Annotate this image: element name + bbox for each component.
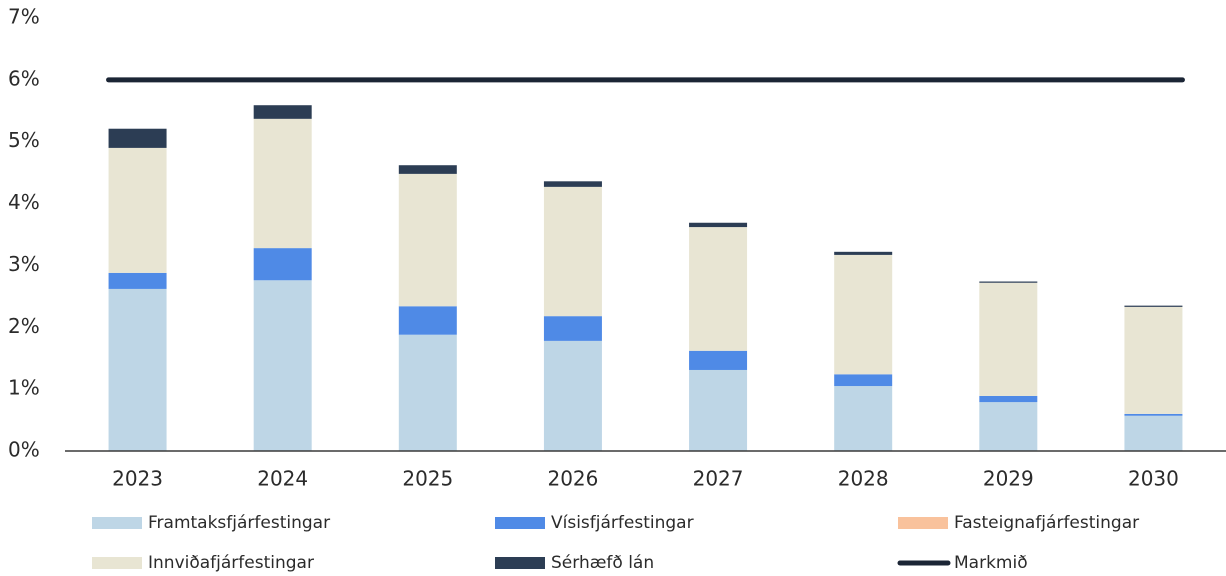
legend-label: Vísisfjárfestingar (551, 513, 694, 533)
bar-segment (979, 395, 1038, 403)
bar-segment (1124, 415, 1183, 451)
legend-label: Sérhæfð lán (551, 553, 654, 573)
x-tick-label: 2026 (547, 467, 598, 491)
bar-segment (398, 334, 457, 451)
legend-label: Fasteignafjárfestingar (954, 513, 1139, 533)
legend-label: Markmið (954, 553, 1028, 573)
y-tick-label: 3% (8, 252, 40, 276)
y-tick-label: 7% (8, 5, 40, 29)
bar-segment (108, 288, 167, 451)
bar-segment (979, 282, 1038, 396)
legend-swatch (495, 557, 545, 569)
bar-segment (398, 306, 457, 335)
bar-segment (834, 386, 893, 451)
legend-swatch (898, 517, 948, 529)
y-tick-label: 4% (8, 190, 40, 214)
bar-segment (689, 222, 748, 228)
legend-swatch (92, 557, 142, 569)
bar-segment (543, 181, 602, 187)
legend-label: Framtaksfjárfestingar (148, 513, 330, 533)
bar-segment (108, 128, 167, 148)
bar-segment (1124, 305, 1183, 307)
x-tick-label: 2024 (257, 467, 308, 491)
bar-segment (253, 118, 312, 249)
bar-segment (979, 281, 1038, 283)
bar-segment (834, 374, 893, 387)
legend-swatch (495, 517, 545, 529)
bar-segment (689, 369, 748, 451)
x-tick-label: 2029 (983, 467, 1034, 491)
bar-segment (543, 316, 602, 341)
y-tick-label: 5% (8, 128, 40, 152)
bar-segment (1124, 413, 1183, 416)
bar-segment (108, 272, 167, 289)
x-tick-label: 2030 (1128, 467, 1179, 491)
bar-segment (979, 402, 1038, 451)
bar-segment (543, 186, 602, 317)
y-tick-label: 2% (8, 314, 40, 338)
bar-segment (398, 165, 457, 174)
bar-segment (253, 280, 312, 451)
bar-segment (834, 251, 893, 255)
bar-segment (689, 227, 748, 351)
x-tick-label: 2028 (838, 467, 889, 491)
bar-segment (253, 105, 312, 119)
legend-label: Innviðafjárfestingar (148, 553, 314, 573)
bar-segment (398, 173, 457, 307)
bar-segment (543, 340, 602, 451)
x-tick-label: 2023 (112, 467, 163, 491)
bar-segment (1124, 306, 1183, 414)
bar-segment (834, 254, 893, 375)
y-tick-label: 1% (8, 376, 40, 400)
y-tick-label: 6% (8, 66, 40, 90)
bar-segment (108, 147, 167, 273)
bar-segment (689, 350, 748, 370)
y-tick-label: 0% (8, 438, 40, 462)
bar-segment (253, 248, 312, 281)
x-tick-label: 2027 (693, 467, 744, 491)
x-tick-label: 2025 (402, 467, 453, 491)
legend-swatch (92, 517, 142, 529)
